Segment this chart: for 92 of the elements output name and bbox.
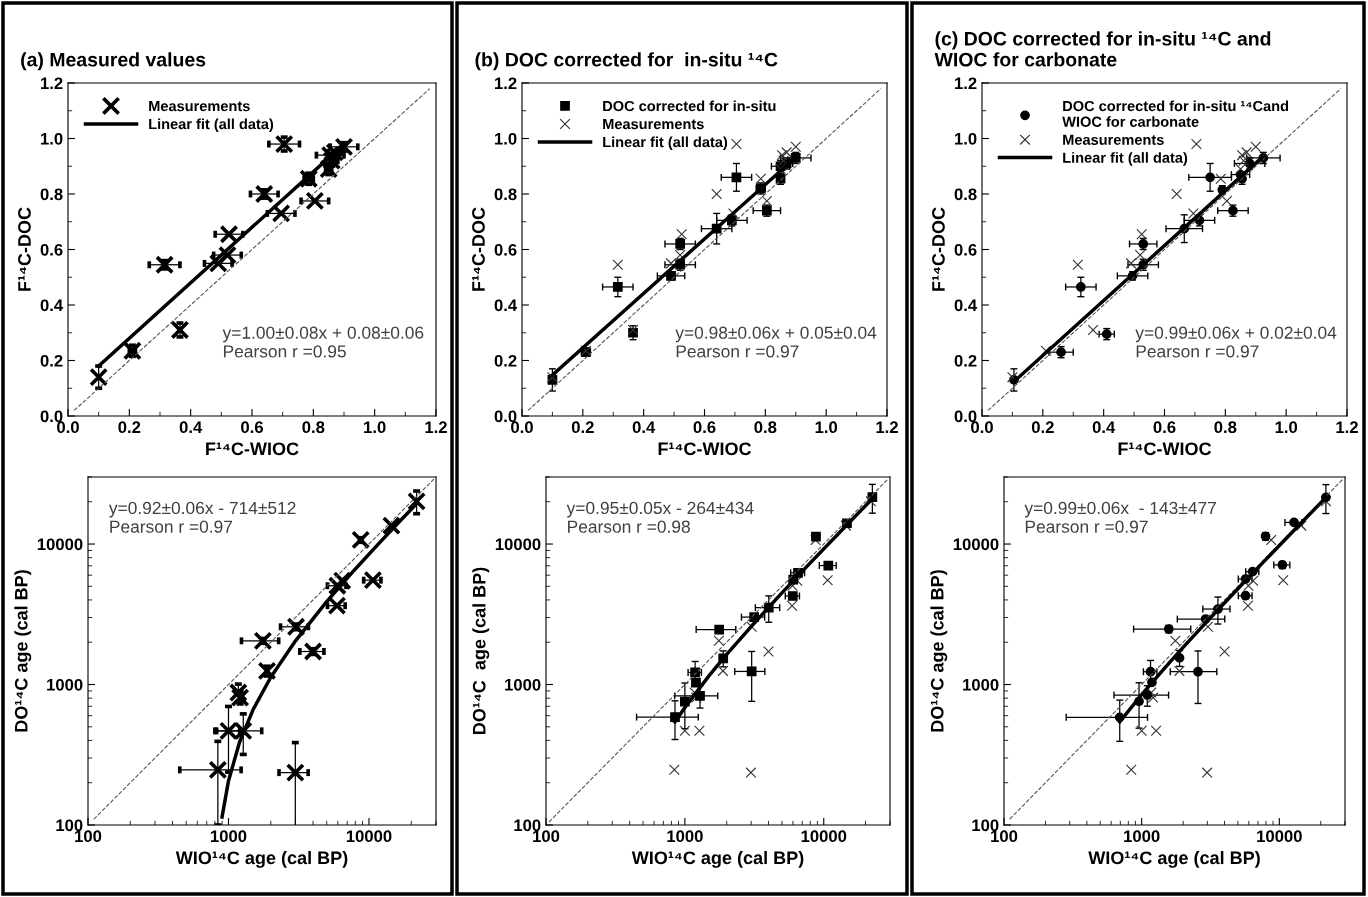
x-axis-title: WIO¹⁴C age (cal BP) <box>631 850 804 868</box>
y-tick-label: 1.2 <box>41 77 63 90</box>
x-tick-label: 0.8 <box>1214 421 1237 434</box>
y-tick-label: 0.8 <box>494 188 517 201</box>
y-tick-label: 0.4 <box>954 299 978 312</box>
x-tick-label: 0.6 <box>1153 421 1176 434</box>
x-tick-label: 1.0 <box>364 421 386 434</box>
y-tick-label: 0.6 <box>954 243 977 256</box>
y-axis-title: F¹⁴C-DOC <box>932 207 945 291</box>
annotation: Pearson r =0.97 <box>1136 345 1259 358</box>
x-tick-label: 0.2 <box>571 421 594 434</box>
annotation: y=1.00±0.08x + 0.08±0.06 <box>222 326 424 343</box>
x-axis-title: WIO¹⁴C age (cal BP) <box>175 850 348 868</box>
x-tick-label: 0.8 <box>754 421 777 434</box>
x-tick-label: 1.2 <box>425 421 447 433</box>
legend-label: Measurements <box>149 101 250 112</box>
x-tick-label: 0.6 <box>693 421 716 434</box>
x-tick-label: 100 <box>533 830 560 843</box>
x-tick-label: 1.2 <box>876 421 898 433</box>
x-tick-label: 1000 <box>667 830 703 843</box>
annotation: y=0.95±0.05x - 264±434 <box>566 501 754 518</box>
y-tick-label: 1.0 <box>41 132 63 145</box>
x-tick-label: 0.4 <box>1092 421 1116 434</box>
x-tick-label: 0.4 <box>632 421 656 434</box>
y-tick-label: 0.2 <box>494 354 517 367</box>
y-tick-label: 0.2 <box>954 354 977 367</box>
y-tick-label: 100 <box>56 819 83 832</box>
chart-title: (b) DOC corrected for in-situ ¹⁴C <box>475 52 778 71</box>
x-tick-label: 1000 <box>211 830 247 843</box>
legend-label: DOC corrected for in-situ ¹⁴Cand WIOC for carbonate <box>1062 100 1289 127</box>
legend-label: DOC corrected for in-situ <box>603 100 776 112</box>
legend-label: Measurements <box>603 119 704 130</box>
x-tick-label: 0.2 <box>118 421 141 434</box>
y-tick-label: 0.4 <box>494 299 518 312</box>
legend-label: Measurements <box>1063 134 1164 145</box>
legend-label: Linear fit (all data) <box>1063 152 1188 166</box>
x-tick-label: 100 <box>991 830 1018 843</box>
y-tick-label: 0.8 <box>954 188 977 201</box>
y-axis-title: DO¹⁴C age (cal BP) <box>472 567 490 735</box>
x-axis-title: F¹⁴C-WIOC <box>1118 442 1212 456</box>
annotation: Pearson r =0.97 <box>676 345 799 358</box>
annotation: y=0.98±0.06x + 0.05±0.04 <box>675 326 877 343</box>
y-axis-title: F¹⁴C-DOC <box>472 207 485 291</box>
y-tick-label: 100 <box>514 819 541 832</box>
y-tick-label: 10000 <box>953 538 999 551</box>
annotation: Pearson r =0.98 <box>568 520 690 533</box>
x-tick-label: 0.2 <box>1031 421 1054 434</box>
annotation: Pearson r =0.97 <box>110 520 233 533</box>
chart-title: (c) DOC corrected for in-situ ¹⁴C and WIOC for carbonate <box>934 31 1271 67</box>
y-tick-label: 0.8 <box>40 188 63 201</box>
y-tick-label: 0.0 <box>954 410 977 423</box>
y-tick-label: 1000 <box>47 678 83 691</box>
x-tick-label: 0.6 <box>241 421 263 434</box>
x-tick-label: 1000 <box>1124 830 1160 843</box>
y-tick-label: 1000 <box>505 678 541 691</box>
y-tick-label: 0.0 <box>40 410 63 423</box>
annotation: y=0.92±0.06x - 714±512 <box>108 501 296 518</box>
x-tick-label: 0.8 <box>302 421 325 434</box>
y-tick-label: 1.2 <box>495 77 517 90</box>
x-axis-title: WIO¹⁴C age (cal BP) <box>1088 850 1260 868</box>
y-tick-label: 0.6 <box>494 243 517 256</box>
y-tick-label: 0.0 <box>494 410 517 423</box>
x-axis-title: F¹⁴C-WIOC <box>206 442 299 456</box>
annotation: Pearson r =0.95 <box>223 345 346 358</box>
y-tick-label: 0.2 <box>40 354 63 367</box>
y-tick-label: 0.6 <box>40 243 63 256</box>
y-axis-title: DO¹⁴C age (cal BP) <box>14 570 32 732</box>
x-tick-label: 100 <box>75 830 102 843</box>
y-axis-title: DO¹⁴C age (cal BP) <box>930 570 948 732</box>
y-tick-label: 10000 <box>495 538 541 551</box>
annotation: y=0.99±0.06x - 143±477 <box>1024 501 1216 518</box>
annotation: y=0.99±0.06x + 0.02±0.04 <box>1135 326 1337 343</box>
y-tick-label: 100 <box>972 819 999 832</box>
y-tick-label: 1000 <box>963 678 999 691</box>
y-tick-label: 1.0 <box>955 132 977 145</box>
x-tick-label: 1.0 <box>1275 421 1298 434</box>
x-tick-label: 10000 <box>1257 830 1302 843</box>
x-tick-label: 0.4 <box>179 421 203 434</box>
x-axis-title: F¹⁴C-WIOC <box>658 442 752 456</box>
y-tick-label: 1.2 <box>955 77 977 90</box>
x-tick-label: 10000 <box>346 830 392 843</box>
x-tick-label: 1.2 <box>1336 421 1358 433</box>
annotation: Pearson r =0.97 <box>1025 520 1148 533</box>
legend-label: Linear fit (all data) <box>603 136 728 151</box>
y-axis-title: F¹⁴C-DOC <box>18 207 31 291</box>
x-tick-label: 1.0 <box>815 421 838 434</box>
y-tick-label: 10000 <box>37 538 83 551</box>
x-tick-label: 10000 <box>801 830 847 843</box>
legend-label: Linear fit (all data) <box>149 118 274 133</box>
y-tick-label: 1.0 <box>495 132 517 145</box>
y-tick-label: 0.4 <box>40 299 64 312</box>
chart-title: (a) Measured values <box>21 52 206 71</box>
